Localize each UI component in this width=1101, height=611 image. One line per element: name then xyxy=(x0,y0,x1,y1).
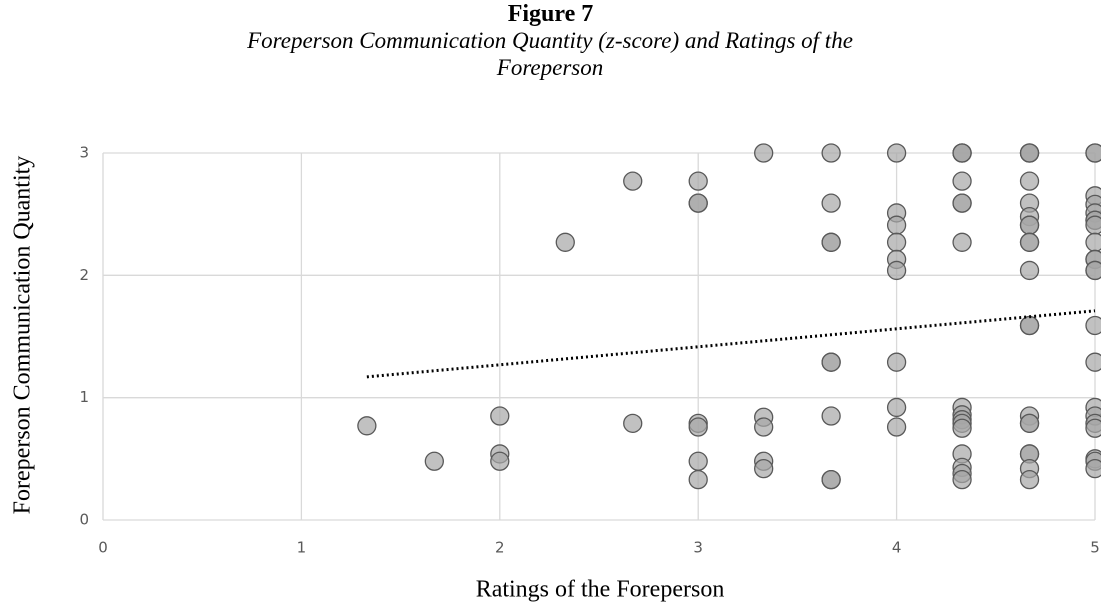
point xyxy=(623,171,643,191)
x-tick-label: 1 xyxy=(297,539,307,557)
point xyxy=(1085,352,1101,372)
point xyxy=(1085,315,1101,336)
point xyxy=(1019,315,1040,336)
point xyxy=(821,143,841,163)
point xyxy=(952,418,972,438)
y-tick-label: 3 xyxy=(79,144,89,162)
point xyxy=(688,417,708,437)
point xyxy=(754,458,774,479)
point xyxy=(886,352,907,372)
x-tick-label: 0 xyxy=(98,539,108,557)
x-tick-label: 4 xyxy=(892,539,902,557)
point xyxy=(754,417,774,437)
point xyxy=(886,260,907,281)
point xyxy=(821,232,841,252)
point xyxy=(886,143,907,163)
point xyxy=(1019,143,1040,163)
point xyxy=(821,352,841,372)
point xyxy=(1019,232,1040,252)
point xyxy=(688,171,708,191)
point xyxy=(1019,469,1040,490)
point xyxy=(754,143,774,163)
chart-subtitle: Foreperson Communication Quantity (z-sco… xyxy=(247,28,853,80)
point xyxy=(688,469,708,490)
point xyxy=(1085,143,1101,163)
point xyxy=(821,406,841,426)
x-tick-label: 2 xyxy=(495,539,505,557)
point xyxy=(688,193,708,213)
point xyxy=(688,451,708,471)
point xyxy=(821,193,841,213)
y-axis-label: Foreperson Communication Quantity xyxy=(10,156,36,515)
point xyxy=(1085,215,1101,235)
point xyxy=(424,451,444,471)
point xyxy=(555,232,575,252)
point xyxy=(1019,260,1040,281)
x-tick-label: 5 xyxy=(1090,539,1100,557)
chart-title: Figure 7 xyxy=(507,1,594,27)
point xyxy=(1085,418,1101,438)
trendline xyxy=(366,309,1096,379)
x-axis-label: Ratings of the Foreperson xyxy=(476,577,725,603)
point xyxy=(1019,171,1040,191)
point xyxy=(1019,215,1040,235)
point xyxy=(1085,458,1101,479)
y-tick-label: 1 xyxy=(79,388,89,406)
point xyxy=(357,416,377,436)
point xyxy=(490,451,510,471)
point xyxy=(1085,232,1101,252)
point xyxy=(952,469,972,490)
point xyxy=(952,232,972,252)
point xyxy=(1085,260,1101,281)
point xyxy=(952,193,972,213)
point xyxy=(886,417,907,437)
x-tick-label: 3 xyxy=(693,539,703,557)
point xyxy=(1019,413,1040,434)
y-tick-label: 0 xyxy=(79,511,89,529)
point xyxy=(886,397,907,418)
point xyxy=(821,469,841,490)
point xyxy=(490,406,510,426)
point xyxy=(952,171,972,191)
point xyxy=(886,215,907,235)
point xyxy=(623,413,643,434)
point xyxy=(886,232,907,252)
y-tick-label: 2 xyxy=(79,266,89,284)
point xyxy=(952,143,972,163)
